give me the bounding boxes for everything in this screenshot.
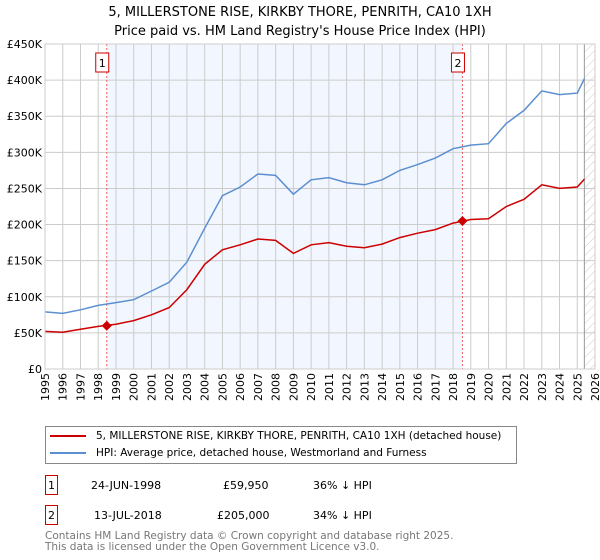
sale-price: £59,950 (223, 478, 269, 492)
x-tick-label: 2013 (358, 373, 371, 401)
property-price-line (44, 178, 585, 333)
plot-border (44, 43, 596, 370)
y-tick-label: £400K (7, 74, 43, 87)
title-line: 5, MILLERSTONE RISE, KIRKBY THORE, PENRI… (108, 5, 492, 20)
sale-marker-badge: 2 (45, 505, 58, 525)
y-tick-label: £50K (14, 327, 43, 340)
price-chart: 1995 1996 1997 1998 1999 2000 2001 2002 2003 2004… (7, 38, 600, 401)
x-tick-label: 2015 (394, 373, 407, 401)
x-tick-label: 2010 (305, 373, 318, 401)
x-tick-label: 2018 (447, 373, 460, 401)
sale-label: 1 (99, 57, 106, 70)
x-tick-label: 1995 (39, 373, 52, 401)
y-tick-label: £200K (7, 219, 43, 232)
x-tick-label: 2012 (341, 373, 354, 401)
sale-price: £205,000 (217, 508, 270, 522)
x-tick-label: 2020 (483, 373, 496, 401)
legend: 5, MILLERSTONE RISE, KIRKBY THORE, PENRI… (45, 426, 517, 464)
sale-date: 24-JUN-1998 (91, 478, 162, 492)
legend-label-property: 5, MILLERSTONE RISE, KIRKBY THORE, PENRI… (96, 429, 502, 442)
y-tick-label: £0 (28, 363, 42, 376)
x-tick-label: 1998 (92, 373, 105, 401)
x-tick-label: 2002 (163, 373, 176, 401)
sale-row-2: 2 13-JUL-2018 £205,000 34% ↓ HPI (45, 505, 445, 525)
x-tick-label: 2005 (216, 373, 229, 401)
x-tick-label: 2025 (571, 373, 584, 401)
x-tick-label: 2004 (199, 373, 212, 401)
footer-line: This data is licensed under the Open Gov… (45, 541, 380, 553)
x-tick-label: 2022 (518, 373, 531, 401)
y-tick-label: £150K (7, 255, 43, 268)
subtitle-line: Price paid vs. HM Land Registry's House … (114, 24, 486, 39)
sale-label-box (450, 52, 465, 73)
x-tick-label: 2006 (234, 373, 247, 401)
x-tick-label: 2009 (287, 373, 300, 401)
footer-line: Contains HM Land Registry data © Crown c… (45, 530, 454, 542)
footer: Contains HM Land Registry data © Crown c… (45, 531, 453, 553)
legend-swatch-property (50, 434, 86, 437)
sale-label: 2 (454, 57, 461, 70)
y-tick-label: £100K (7, 291, 43, 304)
x-tick-label: 1997 (74, 373, 87, 401)
x-tick-label: 2000 (128, 373, 141, 401)
y-tick-label: £350K (7, 110, 43, 123)
x-tick-label: 1996 (57, 373, 70, 401)
sale-row-1: 1 24-JUN-1998 £59,950 36% ↓ HPI (45, 475, 445, 495)
x-tick-label: 2016 (412, 373, 425, 401)
sale-label-box (95, 52, 110, 73)
legend-label-hpi: HPI: Average price, detached house, West… (96, 446, 427, 459)
chart-title: 5, MILLERSTONE RISE, KIRKBY THORE, PENRI… (0, 3, 600, 41)
x-tick-label: 2026 (589, 373, 600, 401)
sale-hpi-diff: 34% ↓ HPI (313, 508, 372, 522)
sale-marker-badge: 1 (45, 475, 58, 495)
x-tick-label: 2024 (554, 373, 567, 401)
x-tick-label: 2001 (145, 373, 158, 401)
future-hatch (584, 44, 595, 369)
x-tick-label: 2019 (465, 373, 478, 401)
sale-point (457, 215, 468, 226)
sale-date: 13-JUL-2018 (94, 508, 162, 522)
y-tick-label: £450K (7, 38, 43, 51)
y-tick-label: £250K (7, 182, 43, 195)
hpi-line (44, 78, 586, 315)
sale-hpi-diff: 36% ↓ HPI (313, 478, 372, 492)
x-tick-label: 2011 (323, 373, 336, 401)
y-tick-label: £300K (7, 146, 43, 159)
x-tick-label: 2008 (270, 373, 283, 401)
x-tick-label: 2017 (429, 373, 442, 401)
x-tick-label: 2021 (500, 373, 513, 401)
x-tick-label: 2014 (376, 373, 389, 401)
legend-swatch-hpi (50, 451, 86, 454)
ownership-shading (106, 44, 463, 369)
x-tick-label: 2007 (252, 373, 265, 401)
sale-point (101, 320, 112, 331)
x-tick-label: 1999 (110, 373, 123, 401)
x-tick-label: 2023 (536, 373, 549, 401)
x-tick-label: 2003 (181, 373, 194, 401)
